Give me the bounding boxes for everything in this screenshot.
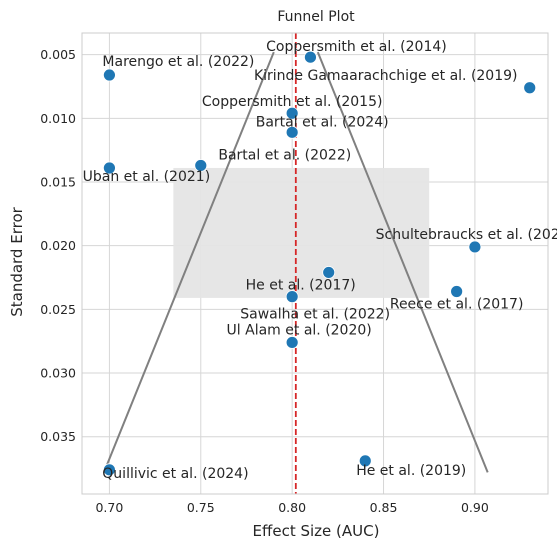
- study-point: [285, 125, 299, 139]
- study-point: [103, 68, 116, 82]
- y-tick-label: 0.035: [40, 429, 76, 444]
- study-point-label: Quillivic et al. (2024): [102, 466, 248, 482]
- study-point-label: Marengo et al. (2022): [102, 54, 254, 70]
- funnel-right-line: [316, 51, 489, 473]
- study-point-label: Ul Alam et al. (2020): [227, 322, 372, 338]
- x-axis-title: Effect Size (AUC): [253, 522, 380, 540]
- study-point: [358, 454, 372, 468]
- funnel-left-line: [103, 51, 275, 473]
- x-tick-label: 0.85: [370, 500, 398, 515]
- study-point: [103, 161, 116, 175]
- y-tick-label: 0.025: [40, 302, 76, 317]
- y-tick-label: 0.005: [40, 47, 76, 62]
- study-point: [285, 336, 299, 349]
- study-point-label: Schultebraucks et al. (2020): [376, 227, 557, 243]
- x-tick-label: 0.90: [461, 500, 489, 515]
- x-tick-label: 0.80: [278, 500, 306, 515]
- y-tick-label: 0.020: [40, 238, 76, 253]
- study-point-label: Uban et al. (2021): [83, 169, 211, 185]
- study-point: [450, 285, 464, 298]
- confidence-band: [173, 167, 430, 298]
- study-point: [103, 463, 116, 477]
- study-point-label: Bartal et al. (2022): [218, 147, 351, 163]
- y-tick-label: 0.010: [40, 111, 76, 126]
- x-tick-label: 0.70: [95, 500, 123, 515]
- study-point: [468, 240, 482, 254]
- y-axis-title: Standard Error: [8, 206, 26, 316]
- y-tick-label: 0.030: [40, 366, 76, 381]
- study-point: [304, 50, 317, 64]
- y-tick-label: 0.015: [40, 174, 76, 189]
- study-point-label: He et al. (2017): [246, 277, 356, 293]
- study-point-label: He et al. (2019): [356, 463, 466, 479]
- x-tick-label: 0.75: [187, 500, 215, 515]
- study-point: [194, 159, 208, 172]
- study-point: [285, 290, 299, 304]
- study-point-label: Coppersmith et al. (2014): [266, 39, 447, 55]
- study-point-label: Coppersmith et al. (2015): [202, 94, 383, 110]
- study-point-label: Sawalha et al. (2022): [240, 307, 390, 323]
- study-point: [322, 266, 336, 279]
- chart-title: Funnel Plot: [277, 9, 355, 25]
- study-point-label: Bartal et al. (2024): [256, 114, 389, 130]
- study-point: [285, 106, 299, 120]
- study-point: [523, 81, 537, 95]
- study-point-label: Reece et al. (2017): [390, 297, 524, 313]
- plot-frame: [81, 32, 549, 495]
- study-point-label: Kirinde Gamaarachchige et al. (2019): [254, 68, 518, 84]
- plot-area: 0.70 0.75 0.80 0.85 0.90 0.005 0.010 0.015 0.020…: [40, 32, 557, 515]
